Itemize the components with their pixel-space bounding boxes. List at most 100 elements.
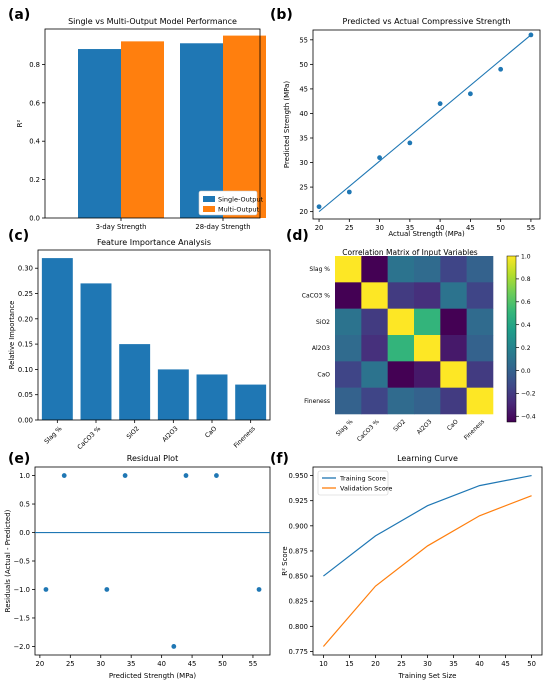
y-tick-label-c: 0.00 [18, 417, 33, 425]
chart-f: Learning Curve 10 15 20 25 30 35 40 45 50 0.950 0.9… [281, 454, 543, 680]
x-tick-label-a: 28-day Strength [195, 223, 250, 231]
heatmap-cell [414, 335, 441, 362]
x-tick-label-e: 40 [157, 660, 166, 668]
y-tick-label-b: 35 [299, 135, 308, 143]
heatmap-cell [440, 335, 467, 362]
data-point [498, 66, 504, 72]
chart-c: Feature Importance Analysis 0.00 0.05 0.10 0… [8, 238, 271, 451]
heatmap-cell [466, 361, 494, 388]
y-tick-label-a: 0.8 [29, 61, 40, 69]
x-tick-label-f: 50 [527, 660, 536, 668]
colorbar-tick-label: 0.6 [521, 299, 531, 306]
x-tick-label-b: 55 [527, 224, 536, 232]
row-label: CaO [317, 372, 330, 379]
x-tick-label-e: 50 [218, 660, 227, 668]
data-point [437, 101, 443, 107]
y-tick-label-e: −1.0 [13, 586, 30, 594]
col-label: Al2O3 [416, 418, 434, 436]
y-axis-label: Predicted Strength (MPa) [283, 81, 291, 169]
y-tick-label-e: 1.0 [19, 472, 30, 480]
plot-frame-e [34, 466, 271, 656]
x-tick-label-c: Slag % [43, 425, 63, 445]
legend-label: Training Score [339, 475, 386, 483]
bar [157, 369, 189, 420]
data-point [377, 155, 382, 161]
x-tick-label-c: SiO2 [126, 425, 141, 440]
y-tick-label-f: 0.775 [289, 648, 308, 656]
y-tick-label-f: 0.825 [289, 598, 308, 606]
data-point [43, 587, 49, 592]
data-point [346, 189, 352, 195]
x-tick-label-f: 40 [475, 660, 484, 668]
heatmap-cell [387, 282, 415, 309]
x-tick-label-e: 55 [249, 660, 258, 668]
y-tick-label-b: 50 [299, 61, 308, 69]
y-tick-label-f: 0.950 [289, 472, 308, 480]
heatmap-cell [440, 256, 467, 283]
colorbar-tick-label: 0.8 [521, 276, 531, 283]
heatmap-cell [335, 335, 362, 362]
legend-label: Single-Output [218, 196, 264, 204]
chart-title: Correlation Matrix of Input Variables [342, 248, 478, 257]
y-tick-label-b: 40 [299, 110, 308, 118]
chart-title: Predicted vs Actual Compressive Strength [343, 17, 511, 26]
y-tick-label-e: 0.5 [19, 501, 30, 509]
colorbar-tick-label: 1.0 [521, 253, 531, 260]
x-tick-label-b: 30 [375, 224, 384, 232]
chart-d: Correlation Matrix of Input Variables Sla… [302, 248, 536, 443]
y-tick-label-b: 30 [299, 159, 308, 167]
chart-title: Feature Importance Analysis [97, 238, 211, 247]
y-tick-label-f: 0.850 [289, 573, 308, 581]
y-tick-label-c: 0.10 [18, 366, 33, 374]
y-tick-label-f: 0.875 [289, 547, 308, 555]
heatmap-cell [440, 308, 467, 336]
col-label: Fineness [463, 418, 486, 441]
chart-e: Residual Plot 20 25 30 35 40 45 50 55 1.0 0.5 0.0 −0… [4, 454, 271, 680]
x-tick-label-a: 3-day Strength [96, 223, 147, 231]
x-tick-label-c: Fineness [233, 425, 257, 449]
heatmap-cell [361, 335, 388, 362]
colorbar [506, 255, 517, 423]
heatmap-cell [335, 256, 362, 283]
x-tick-label-c: CaCO3 % [76, 425, 102, 451]
x-tick-label-b: 20 [315, 224, 324, 232]
x-tick-label-e: 45 [188, 660, 197, 668]
bar-single-output [180, 43, 223, 218]
bar-single-output [78, 49, 121, 218]
colorbar-tick-label: 0.4 [521, 322, 531, 329]
heatmap-cell [414, 282, 441, 309]
plot-frame-c [37, 249, 271, 421]
data-point [61, 473, 67, 478]
y-tick-label-c: 0.05 [18, 391, 33, 399]
legend-label: Multi-Output [218, 206, 259, 214]
heatmap-cell [387, 308, 415, 336]
chart-title: Residual Plot [127, 454, 178, 463]
chart-a: Single vs Multi-Output Model Performance… [16, 17, 266, 231]
x-axis-label: Training Set Size [398, 672, 457, 680]
data-point [256, 587, 262, 592]
y-tick-label-a: 0.2 [29, 176, 40, 184]
fit-line [318, 34, 532, 213]
bar [196, 374, 228, 420]
y-tick-label-e: −1.5 [13, 614, 30, 622]
x-tick-label-b: 45 [466, 224, 475, 232]
bar-multi-output [121, 41, 164, 218]
y-axis-label: Residuals (Actual - Predicted) [4, 509, 12, 612]
heatmap-cell [387, 335, 415, 362]
x-tick-label-b: 25 [345, 224, 354, 232]
y-axis-label: Relative Importance [8, 301, 16, 370]
row-label: CaCO3 % [302, 293, 331, 300]
heatmap-cell [361, 308, 388, 336]
heatmap-cell [440, 361, 467, 388]
series-line-training-score [323, 474, 532, 577]
heatmap-cell [387, 387, 415, 415]
row-label: Slag % [309, 266, 330, 273]
row-label: SiO2 [316, 319, 330, 326]
data-point [407, 140, 413, 146]
heatmap-cell [466, 335, 494, 362]
plot-frame-b [312, 29, 541, 220]
heatmap-cell [466, 256, 494, 283]
x-tick-label-e: 35 [127, 660, 136, 668]
heatmap-cell [414, 256, 441, 283]
panel-label-b: (b) [270, 7, 293, 23]
